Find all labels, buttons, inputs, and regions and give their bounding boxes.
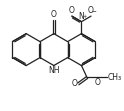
- Text: NH: NH: [48, 66, 60, 75]
- Text: O: O: [69, 6, 75, 15]
- Text: N: N: [79, 12, 84, 21]
- Text: O: O: [71, 79, 77, 88]
- Text: O: O: [88, 6, 94, 15]
- Text: O: O: [51, 10, 57, 19]
- Text: O: O: [94, 78, 100, 87]
- Text: CH₃: CH₃: [108, 73, 122, 82]
- Text: −: −: [91, 9, 96, 14]
- Text: +: +: [82, 14, 87, 19]
